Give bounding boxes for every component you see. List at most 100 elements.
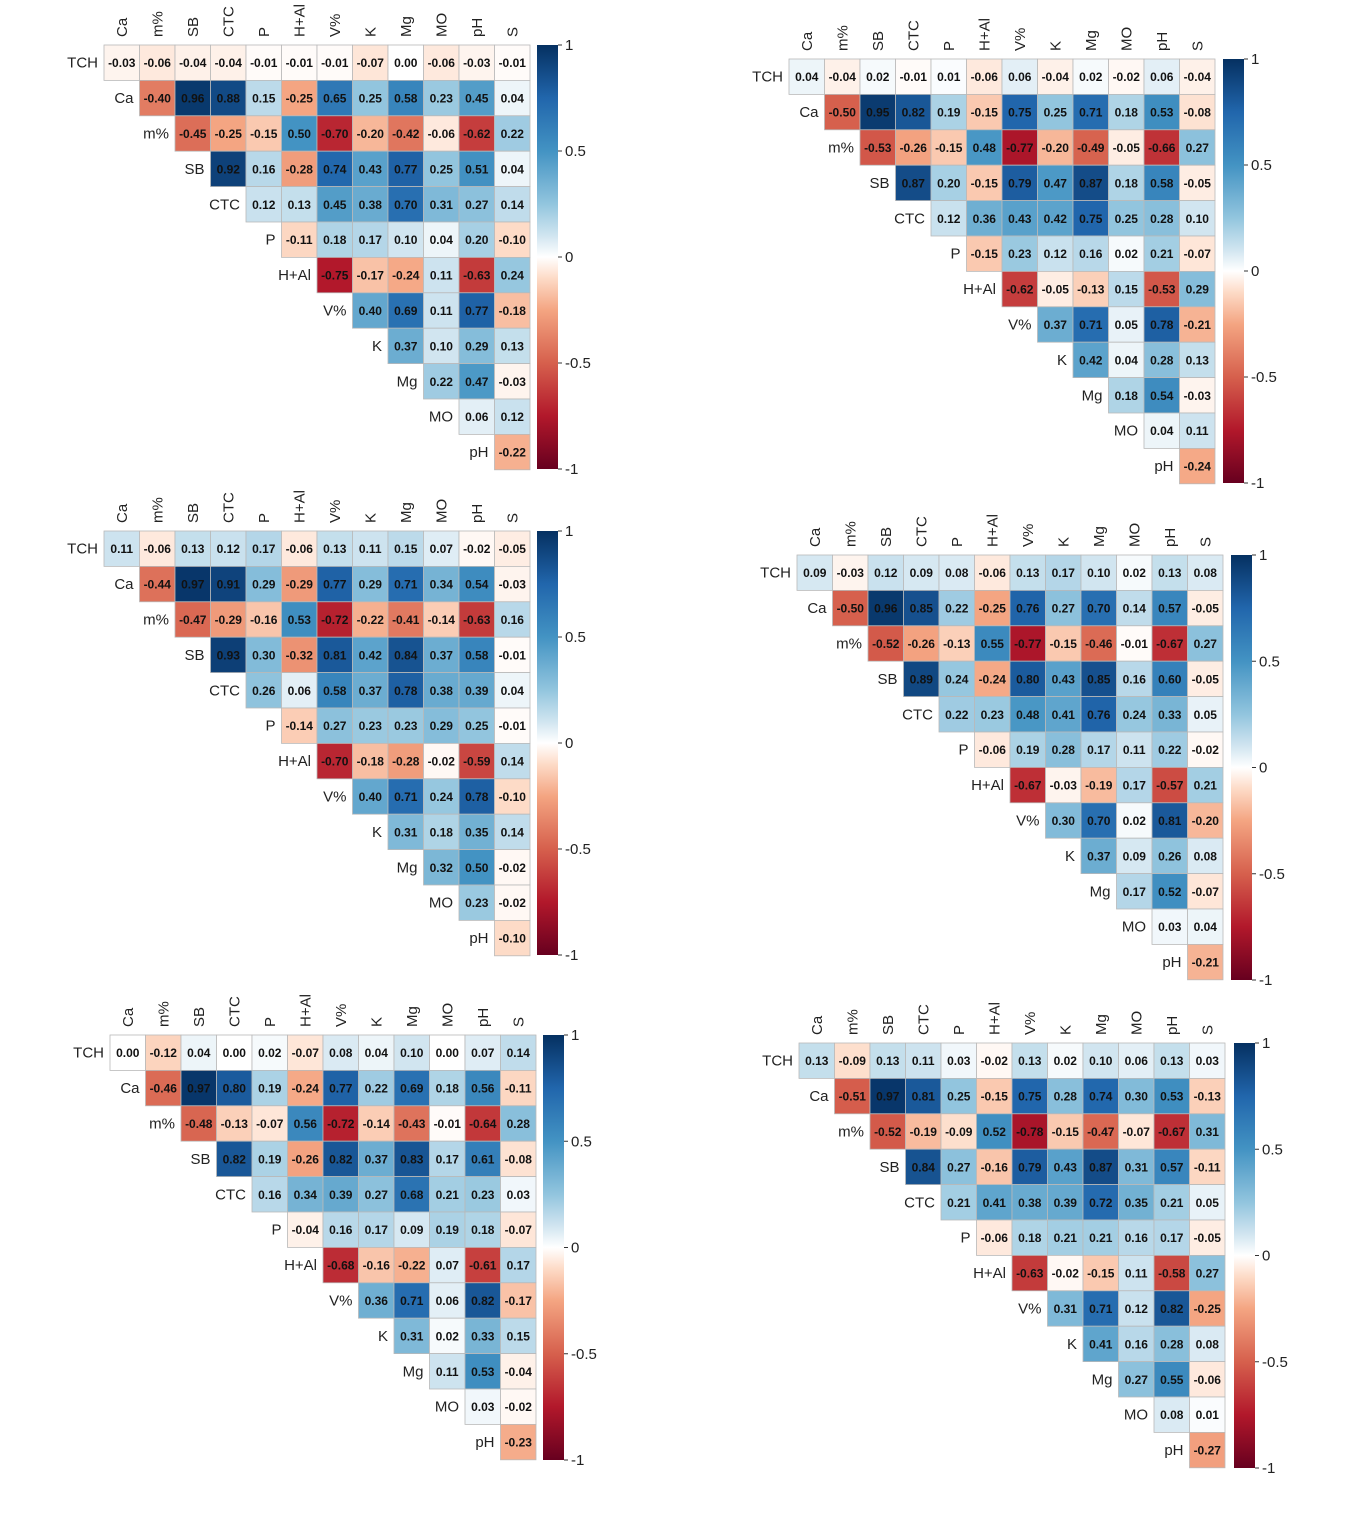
- cell-value-label: 0.13: [1158, 566, 1182, 580]
- cell-value-label: -0.11: [505, 1082, 532, 1096]
- cell-value-label: -0.11: [286, 233, 313, 247]
- colorbar-tick-label: -0.5: [1259, 866, 1285, 883]
- colorbar-tick-label: 1: [1259, 547, 1267, 564]
- correlation-cell: [1082, 1290, 1119, 1327]
- correlation-cell: [1118, 1290, 1155, 1327]
- correlation-cell: [1108, 58, 1145, 95]
- cell-value-label: 0.24: [430, 790, 454, 804]
- row-label: m%: [828, 140, 854, 157]
- row-label: pH: [1162, 954, 1181, 971]
- cell-value-label: -0.28: [286, 162, 314, 176]
- correlation-cell: [494, 150, 531, 187]
- cell-value-label: -0.63: [463, 269, 491, 283]
- cell-value-label: 0.22: [501, 127, 525, 141]
- cell-value-label: 0.70: [1087, 814, 1111, 828]
- correlation-cell: [387, 80, 424, 117]
- cell-value-label: 0.57: [1160, 1160, 1184, 1174]
- cell-value-label: 0.48: [973, 141, 997, 155]
- cell-value-label: 0.06: [1150, 70, 1174, 84]
- cell-value-label: -0.05: [1192, 602, 1220, 616]
- correlation-cell: [1047, 1255, 1084, 1292]
- cell-value-label: -0.03: [499, 375, 527, 389]
- cell-value-label: 0.28: [1052, 743, 1076, 757]
- cell-value-label: -0.01: [499, 719, 527, 733]
- cell-value-label: 0.80: [223, 1082, 247, 1096]
- correlation-cell: [281, 115, 318, 152]
- cell-value-label: 0.32: [430, 861, 454, 875]
- correlation-cell: [281, 566, 318, 603]
- correlation-cell: [1187, 767, 1224, 804]
- cell-value-label: 0.00: [116, 1046, 140, 1060]
- colorbar-tick-label: -1: [565, 947, 578, 964]
- cell-value-label: 0.71: [400, 1294, 424, 1308]
- cell-value-label: 0.82: [1160, 1302, 1184, 1316]
- cell-value-label: 0.02: [258, 1046, 282, 1060]
- correlation-cell: [1080, 731, 1117, 768]
- correlation-cell: [1151, 660, 1188, 698]
- cell-value-label: 0.71: [1089, 1302, 1113, 1316]
- column-label: pH: [1164, 1016, 1181, 1035]
- cell-value-label: -0.57: [1156, 779, 1184, 793]
- column-label: H+Al: [291, 490, 308, 523]
- cell-value-label: -0.06: [979, 743, 1007, 757]
- correlation-cell: [245, 530, 282, 567]
- cell-value-label: -0.06: [971, 70, 999, 84]
- correlation-cell: [500, 1140, 537, 1177]
- correlation-cell: [423, 115, 460, 152]
- correlation-cell: [281, 221, 318, 258]
- correlation-cell: [834, 1042, 871, 1079]
- cell-value-label: 0.53: [471, 1365, 495, 1379]
- correlation-cell: [500, 1211, 537, 1248]
- correlation-cell: [1118, 1148, 1155, 1185]
- cell-value-label: 0.23: [465, 896, 489, 910]
- column-label: MO: [433, 499, 450, 523]
- correlation-cell: [1072, 164, 1109, 201]
- row-label: pH: [469, 930, 488, 947]
- cell-value-label: -0.16: [981, 1160, 1009, 1174]
- column-label: MO: [433, 13, 450, 37]
- correlation-cell: [1080, 554, 1117, 591]
- cell-value-label: 0.31: [394, 825, 418, 839]
- cell-value-label: -0.26: [908, 637, 936, 651]
- correlation-cell: [1116, 554, 1153, 591]
- cell-value-label: -0.50: [837, 602, 865, 616]
- cell-value-label: 0.24: [945, 672, 969, 686]
- correlation-cell: [464, 1317, 501, 1354]
- cell-value-label: 0.16: [258, 1188, 282, 1202]
- correlation-cell: [976, 1113, 1013, 1150]
- cell-value-label: 0.23: [1008, 247, 1032, 261]
- correlation-cell: [103, 44, 140, 81]
- column-label: m%: [155, 1001, 172, 1027]
- correlation-cell: [824, 58, 861, 95]
- correlation-cell: [867, 590, 904, 627]
- colorbar-tick-label: 0: [565, 735, 573, 752]
- correlation-cell: [216, 1140, 253, 1177]
- cell-value-label: 0.82: [902, 106, 926, 120]
- correlation-cell: [1189, 1113, 1226, 1150]
- colorbar-tick-label: -0.5: [565, 841, 591, 858]
- correlation-cell: [1080, 767, 1117, 804]
- cell-value-label: 0.19: [1016, 743, 1040, 757]
- cell-value-label: -0.05: [1194, 1231, 1222, 1245]
- cell-value-label: -0.13: [1077, 283, 1105, 297]
- correlation-cell: [429, 1353, 466, 1390]
- correlation-cell: [180, 1105, 217, 1142]
- correlation-cell: [1143, 94, 1180, 131]
- cell-value-label: 0.11: [1123, 743, 1146, 757]
- cell-value-label: -0.13: [943, 637, 971, 651]
- cell-value-label: 0.13: [876, 1054, 900, 1068]
- correlation-cell: [458, 221, 495, 258]
- column-label: K: [1055, 537, 1072, 547]
- row-label: MO: [435, 1399, 459, 1416]
- correlation-cell: [216, 1105, 253, 1142]
- row-label: SB: [184, 161, 204, 178]
- cell-value-label: -0.10: [499, 233, 527, 247]
- colorbar-tick-label: 0: [571, 1240, 579, 1257]
- cell-value-label: 0.81: [912, 1090, 936, 1104]
- correlation-cell: [387, 672, 424, 709]
- cell-value-label: -0.06: [428, 127, 456, 141]
- column-label: m%: [149, 497, 166, 523]
- cell-value-label: -0.07: [256, 1117, 284, 1131]
- row-label: V%: [1018, 1301, 1041, 1318]
- cell-value-label: 0.30: [1125, 1090, 1149, 1104]
